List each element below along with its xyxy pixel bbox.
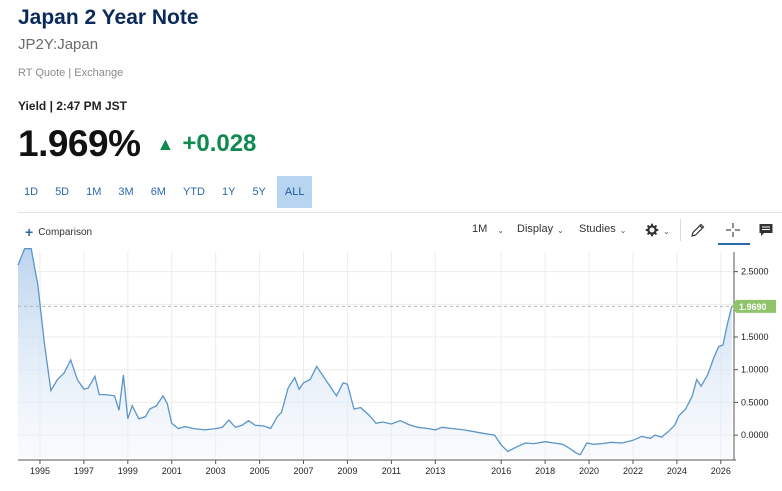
chevron-down-icon: ⌄ bbox=[619, 226, 627, 235]
x-tick-label: 2024 bbox=[667, 466, 687, 476]
toolbar-divider bbox=[18, 212, 782, 213]
range-tab-6m[interactable]: 6M bbox=[150, 186, 166, 198]
range-tab-1y[interactable]: 1Y bbox=[221, 186, 236, 198]
x-tick-label: 2003 bbox=[206, 466, 226, 476]
plus-icon: + bbox=[25, 224, 34, 240]
chevron-down-icon: ⌄ bbox=[663, 227, 670, 236]
symbol-label: JP2Y:Japan bbox=[18, 36, 99, 53]
studies-label: Studies bbox=[579, 223, 616, 235]
price-row: 1.969% ▲ +0.028 bbox=[18, 122, 256, 166]
up-arrow-icon: ▲ bbox=[156, 134, 175, 154]
studies-dropdown[interactable]: Studies ⌄ bbox=[579, 223, 626, 235]
y-tick-label: 2.5000 bbox=[741, 267, 769, 277]
range-tab-1m[interactable]: 1M bbox=[86, 186, 102, 198]
x-tick-label: 1995 bbox=[30, 466, 50, 476]
x-tick-label: 2007 bbox=[294, 466, 314, 476]
pencil-icon bbox=[691, 223, 705, 237]
annotation-button[interactable] bbox=[755, 220, 777, 240]
yield-area-fill bbox=[18, 248, 732, 458]
chevron-down-icon: ⌄ bbox=[557, 226, 564, 235]
y-tick-label: 1.5000 bbox=[741, 332, 769, 342]
interval-dropdown[interactable]: 1M ⌄ bbox=[472, 223, 504, 235]
range-tab-all[interactable]: ALL bbox=[276, 176, 313, 208]
x-tick-label: 2013 bbox=[425, 466, 445, 476]
x-tick-label: 2005 bbox=[250, 466, 270, 476]
comparison-label: Comparison bbox=[38, 226, 93, 238]
range-tab-3m[interactable]: 3M bbox=[118, 186, 134, 198]
crosshair-active-indicator bbox=[718, 243, 750, 245]
time-range-tabs: 1D 5D 1M 3M 6M YTD 1Y 5Y ALL bbox=[18, 176, 317, 208]
crosshair-button[interactable] bbox=[722, 220, 744, 240]
yield-series-line bbox=[17, 248, 733, 456]
chevron-down-icon: ⌄ bbox=[497, 226, 504, 235]
last-value-badge: 1.9690 bbox=[732, 299, 776, 313]
x-tick-label: 1999 bbox=[118, 466, 138, 476]
x-tick-label: 1997 bbox=[74, 466, 94, 476]
crosshair-icon bbox=[726, 223, 740, 237]
x-tick-label: 2001 bbox=[162, 466, 182, 476]
range-tab-5y[interactable]: 5Y bbox=[252, 186, 266, 198]
comparison-button[interactable]: + Comparison bbox=[25, 225, 92, 239]
x-tick-label: 2022 bbox=[623, 466, 643, 476]
range-tab-ytd[interactable]: YTD bbox=[182, 186, 205, 198]
last-value-label: 1.9690 bbox=[739, 302, 767, 312]
y-tick-label: 0.0000 bbox=[741, 430, 769, 440]
x-tick-label: 2009 bbox=[337, 466, 357, 476]
yield-timestamp: Yield | 2:47 PM JST bbox=[18, 99, 127, 113]
x-tick-label: 2016 bbox=[491, 466, 511, 476]
x-tick-label: 2020 bbox=[579, 466, 599, 476]
display-dropdown[interactable]: Display ⌄ bbox=[517, 223, 564, 235]
page-title: Japan 2 Year Note bbox=[18, 6, 199, 29]
range-tab-5d[interactable]: 5D bbox=[55, 186, 70, 198]
draw-button[interactable] bbox=[687, 220, 709, 240]
y-tick-label: 0.5000 bbox=[741, 397, 769, 407]
range-tab-1d[interactable]: 1D bbox=[24, 186, 39, 198]
x-axis: 1995 1997 1999 2001 2003 2005 2007 2009 2011 2013… bbox=[18, 459, 736, 476]
comment-icon bbox=[759, 224, 773, 236]
gear-icon bbox=[645, 223, 659, 237]
toolbar-separator bbox=[680, 219, 681, 241]
settings-dropdown[interactable]: ⌄ bbox=[645, 223, 670, 237]
x-tick-label: 2011 bbox=[382, 466, 401, 476]
quote-source-label: RT Quote | Exchange bbox=[18, 67, 124, 79]
last-value-badge-shape bbox=[732, 299, 776, 313]
x-tick-label: 2026 bbox=[711, 466, 731, 476]
yield-change: +0.028 bbox=[182, 130, 257, 157]
x-tick-label: 2018 bbox=[535, 466, 555, 476]
y-tick-label: 1.0000 bbox=[741, 365, 769, 375]
last-yield: 1.969% bbox=[18, 123, 141, 164]
interval-label: 1M bbox=[472, 223, 488, 235]
display-label: Display bbox=[517, 223, 554, 235]
